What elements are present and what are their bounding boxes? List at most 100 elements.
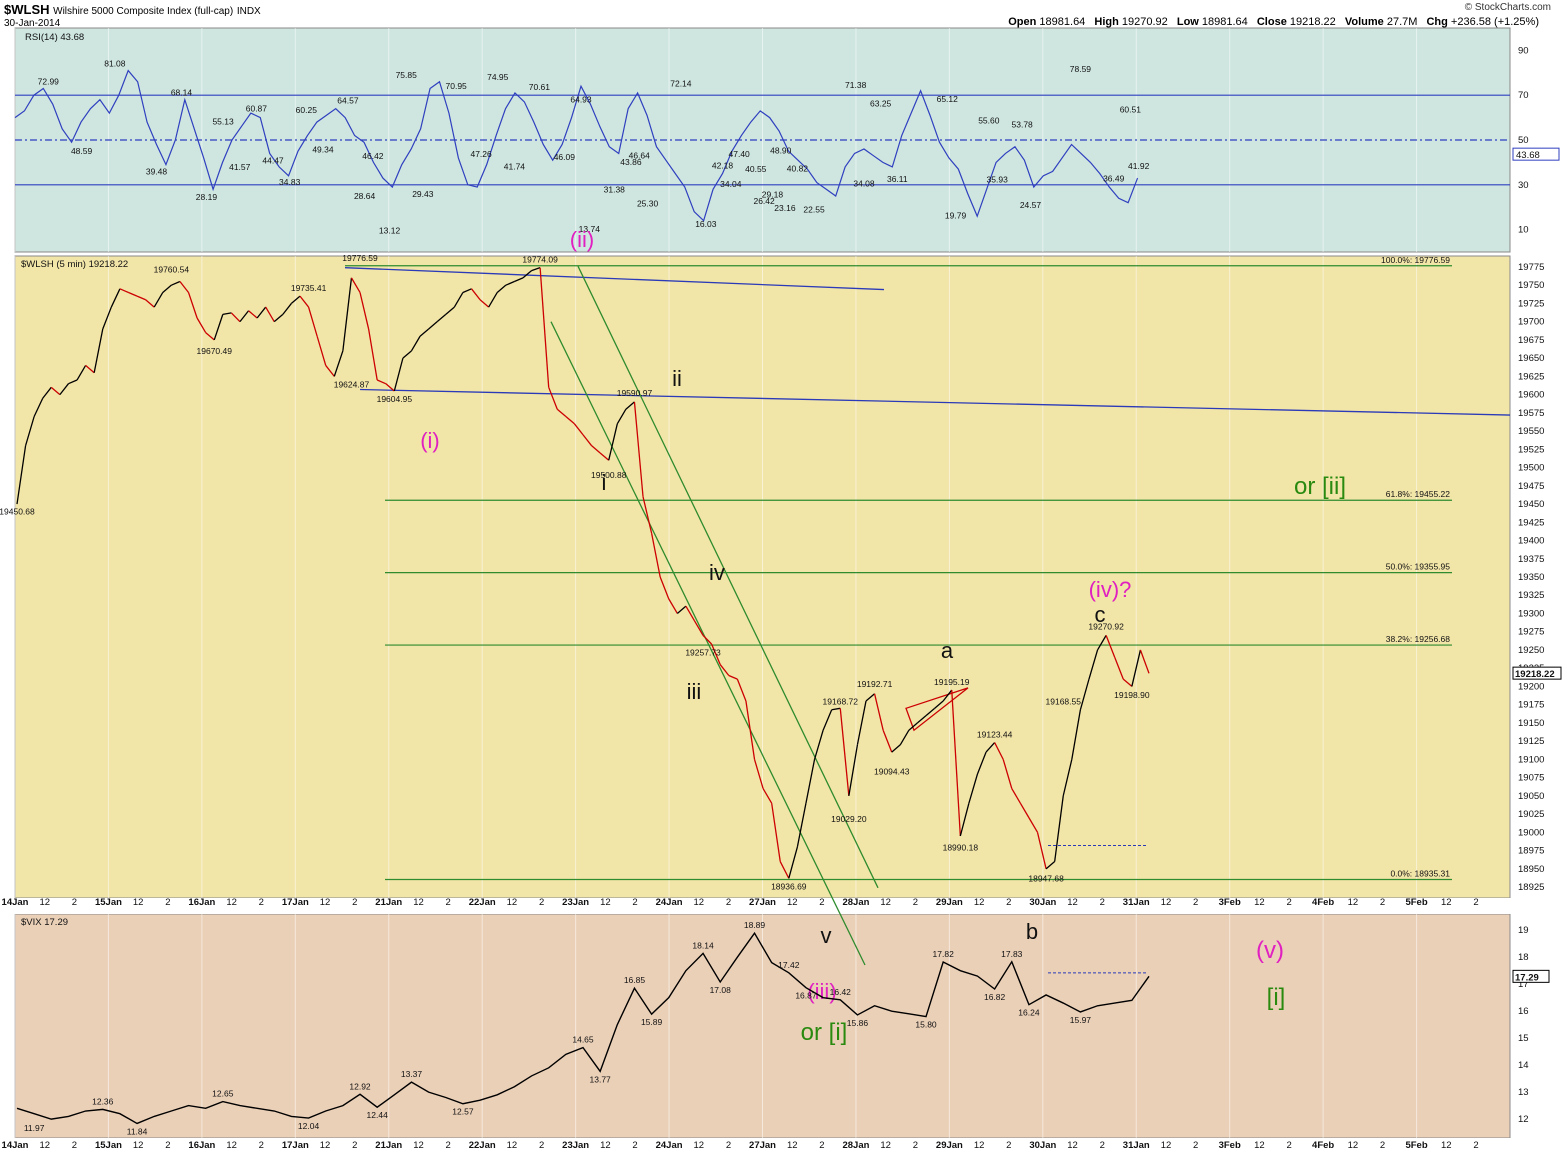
wave-label: i	[602, 470, 607, 495]
date-tick-label: 12	[1254, 1140, 1265, 1151]
price-series-segment	[333, 350, 344, 377]
date-tick-label: 12	[694, 1140, 705, 1151]
date-tick-label: 16Jan	[188, 897, 215, 908]
price-series-segment	[307, 306, 318, 337]
price-series-segment	[85, 364, 95, 374]
date-tick-label: 17Jan	[282, 1140, 309, 1151]
price-data-label: 18936.69	[771, 882, 807, 892]
vix-data-label: 16.85	[624, 975, 646, 985]
price-series-segment	[367, 328, 378, 381]
date-tick-label: 23Jan	[562, 897, 589, 908]
rsi-data-label: 47.40	[729, 149, 751, 159]
vix-data-label: 15.97	[1070, 1015, 1092, 1025]
wave-label: iv	[709, 560, 725, 585]
date-tick-label: 2	[72, 897, 77, 908]
price-series-segment	[985, 742, 996, 753]
date-tick-label: 14Jan	[2, 897, 29, 908]
date-tick-label: 2	[1286, 897, 1291, 908]
fib-level-label: 61.8%: 19455.22	[1386, 489, 1451, 499]
vix-data-label: 17.42	[778, 960, 800, 970]
date-tick-label: 12	[413, 897, 424, 908]
price-series-segment	[753, 759, 764, 789]
price-series-segment	[1045, 861, 1056, 870]
rsi-data-label: 53.78	[1012, 120, 1034, 130]
high-label: High	[1094, 16, 1119, 28]
price-series-segment	[445, 306, 455, 315]
volume-label: Volume	[1344, 16, 1384, 28]
rsi-data-label: 64.57	[337, 95, 359, 105]
price-series-segment	[1079, 678, 1090, 710]
channel-upper-line	[577, 265, 879, 889]
date-tick-label: 2	[165, 897, 170, 908]
price-series-segment	[1071, 709, 1082, 760]
price-series-segment	[608, 423, 618, 461]
vix-axis-tick: 16	[1518, 1006, 1529, 1017]
rsi-data-label: 68.14	[171, 87, 193, 97]
date-tick-label: 12	[507, 897, 518, 908]
wave-label: (iv)?	[1089, 577, 1132, 602]
date-tick-label: 14Jan	[2, 1140, 29, 1151]
price-axis-tick: 19550	[1518, 426, 1544, 437]
rsi-data-label: 47.26	[470, 149, 492, 159]
rsi-axis-tick: 90	[1518, 45, 1529, 56]
date-tick-label: 12	[1441, 1140, 1452, 1151]
price-data-label: 18990.18	[943, 843, 979, 853]
date-tick-label: 12	[226, 1140, 237, 1151]
date-tick-label: 12	[1161, 1140, 1172, 1151]
close-value: 19218.22	[1289, 16, 1336, 28]
price-series-segment	[316, 336, 327, 366]
price-series-segment	[1028, 817, 1039, 833]
date-tick-label: 2	[539, 897, 544, 908]
rsi-axis-tick: 70	[1518, 90, 1529, 101]
rsi-data-label: 64.93	[570, 95, 592, 105]
price-series-segment	[462, 288, 472, 294]
price-axis-tick: 19625	[1518, 371, 1544, 382]
rsi-data-label: 74.95	[487, 72, 509, 82]
chg-value: +236.58 (+1.25%)	[1450, 16, 1539, 28]
price-series-segment	[505, 280, 515, 286]
price-series-segment	[119, 288, 129, 294]
price-series-segment	[342, 277, 353, 351]
price-axis-tick: 19300	[1518, 608, 1544, 619]
triangle-pattern	[905, 687, 969, 732]
price-data-label: 19168.72	[823, 696, 859, 706]
date-tick-label: 12	[320, 1140, 331, 1151]
price-data-label: 19500.88	[591, 470, 627, 480]
date-tick-label: 2	[259, 897, 264, 908]
price-series-segment	[762, 788, 773, 804]
date-tick-label: 15Jan	[95, 1140, 122, 1151]
rsi-data-label: 28.19	[196, 192, 218, 202]
rsi-data-label: 46.09	[554, 152, 576, 162]
price-axis-tick: 19375	[1518, 554, 1544, 565]
price-data-label: 19604.95	[377, 394, 413, 404]
date-tick-label: 2	[1193, 897, 1198, 908]
date-tick-label: 2	[726, 1140, 731, 1151]
price-series-segment	[136, 295, 146, 301]
open-label: Open	[1008, 16, 1037, 28]
date-tick-label: 2	[819, 897, 824, 908]
date-tick-label: 2	[446, 1140, 451, 1151]
price-series-segment	[822, 709, 833, 731]
fib-level-label: 50.0%: 19355.95	[1386, 562, 1451, 572]
date-tick-label: 31Jan	[1123, 897, 1150, 908]
price-series-segment	[917, 715, 927, 724]
date-tick-label: 28Jan	[842, 897, 869, 908]
price-series-segment	[591, 445, 601, 454]
symbol-text: $WLSH	[4, 2, 50, 17]
date-tick-label: 2	[1380, 1140, 1385, 1151]
price-series-segment	[779, 861, 790, 879]
price-series-segment	[248, 310, 258, 319]
price-series-segment	[582, 434, 593, 447]
rsi-data-label: 72.99	[38, 77, 60, 87]
price-series-segment	[951, 690, 961, 837]
vix-data-label: 17.82	[933, 949, 955, 959]
price-series-segment	[745, 700, 756, 760]
upper-blue-trendline	[344, 267, 885, 291]
wave-label: c	[1095, 602, 1106, 627]
price-series-segment	[453, 292, 464, 308]
rsi-data-label: 46.64	[629, 151, 651, 161]
rsi-axis-tick: 50	[1518, 135, 1529, 146]
price-series-segment	[573, 423, 584, 436]
price-series-segment	[410, 335, 421, 352]
price-series-segment	[994, 742, 1004, 760]
